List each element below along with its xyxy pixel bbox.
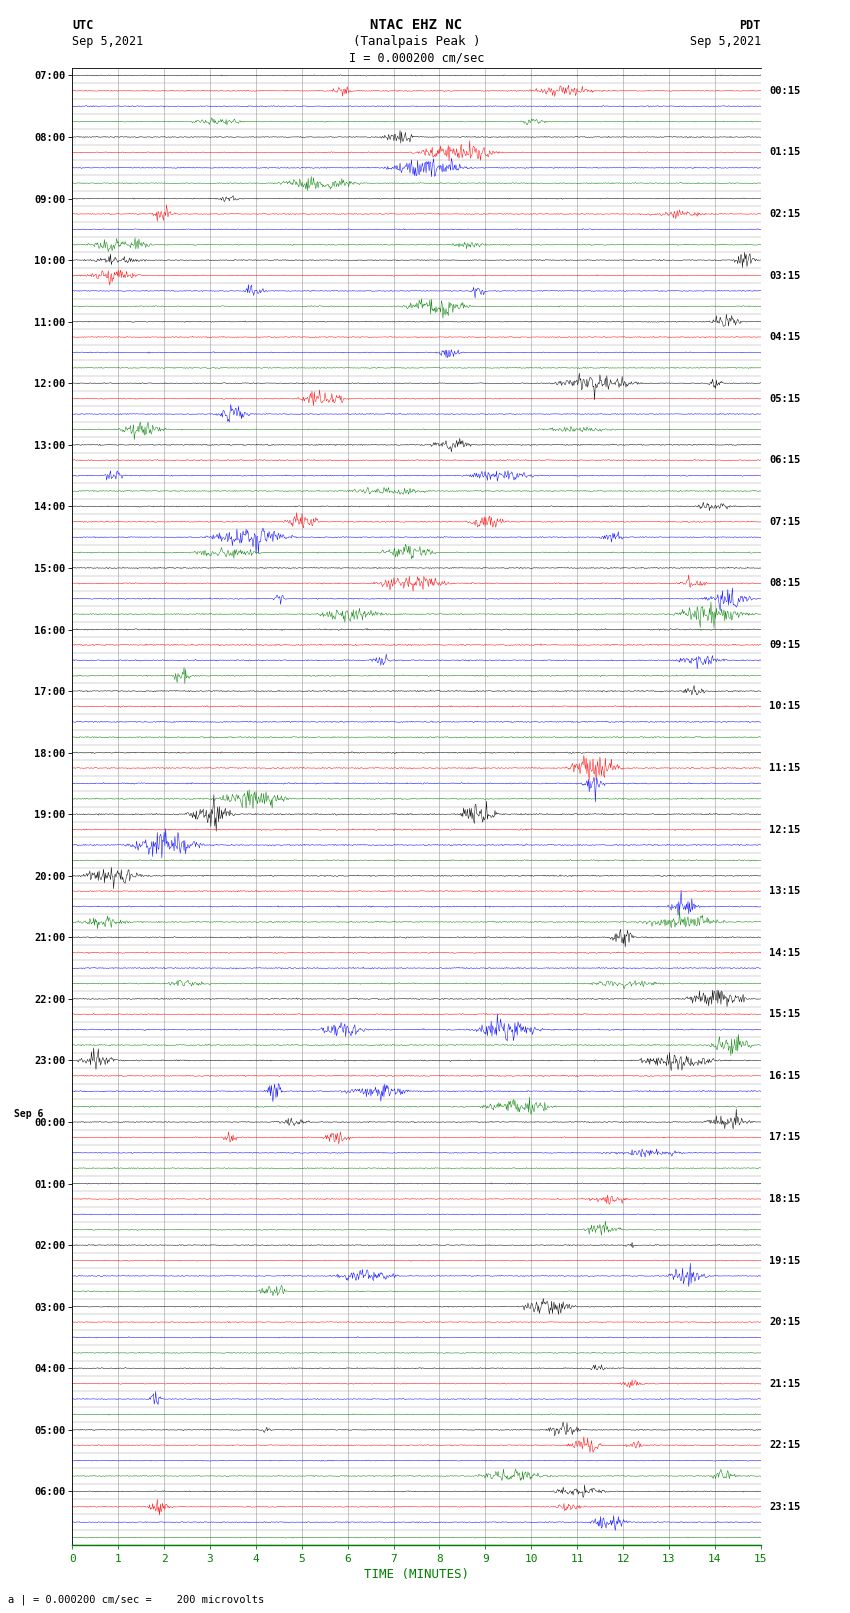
Text: 09:15: 09:15 xyxy=(769,640,800,650)
Text: 13:15: 13:15 xyxy=(769,886,800,897)
Text: 00:15: 00:15 xyxy=(769,85,800,95)
Text: 22:15: 22:15 xyxy=(769,1440,800,1450)
Text: 23:15: 23:15 xyxy=(769,1502,800,1511)
Text: a | = 0.000200 cm/sec =    200 microvolts: a | = 0.000200 cm/sec = 200 microvolts xyxy=(8,1594,264,1605)
Text: Sep 5,2021: Sep 5,2021 xyxy=(72,35,144,48)
Text: 06:15: 06:15 xyxy=(769,455,800,465)
Text: 12:15: 12:15 xyxy=(769,824,800,834)
Text: 16:15: 16:15 xyxy=(769,1071,800,1081)
Text: 14:15: 14:15 xyxy=(769,948,800,958)
Text: (Tanalpais Peak ): (Tanalpais Peak ) xyxy=(353,35,480,48)
Text: PDT: PDT xyxy=(740,19,761,32)
Text: I = 0.000200 cm/sec: I = 0.000200 cm/sec xyxy=(348,52,484,65)
Text: 10:15: 10:15 xyxy=(769,702,800,711)
Text: UTC: UTC xyxy=(72,19,94,32)
X-axis label: TIME (MINUTES): TIME (MINUTES) xyxy=(364,1568,469,1581)
Text: NTAC EHZ NC: NTAC EHZ NC xyxy=(371,18,462,32)
Text: 03:15: 03:15 xyxy=(769,271,800,281)
Text: 08:15: 08:15 xyxy=(769,579,800,589)
Text: 02:15: 02:15 xyxy=(769,210,800,219)
Text: 05:15: 05:15 xyxy=(769,394,800,403)
Text: Sep 6: Sep 6 xyxy=(14,1108,44,1118)
Text: 19:15: 19:15 xyxy=(769,1255,800,1266)
Text: Sep 5,2021: Sep 5,2021 xyxy=(689,35,761,48)
Text: 01:15: 01:15 xyxy=(769,147,800,158)
Text: 11:15: 11:15 xyxy=(769,763,800,773)
Text: 04:15: 04:15 xyxy=(769,332,800,342)
Text: 17:15: 17:15 xyxy=(769,1132,800,1142)
Text: 21:15: 21:15 xyxy=(769,1379,800,1389)
Text: 15:15: 15:15 xyxy=(769,1010,800,1019)
Text: 07:15: 07:15 xyxy=(769,516,800,527)
Text: 18:15: 18:15 xyxy=(769,1194,800,1203)
Text: 20:15: 20:15 xyxy=(769,1318,800,1327)
